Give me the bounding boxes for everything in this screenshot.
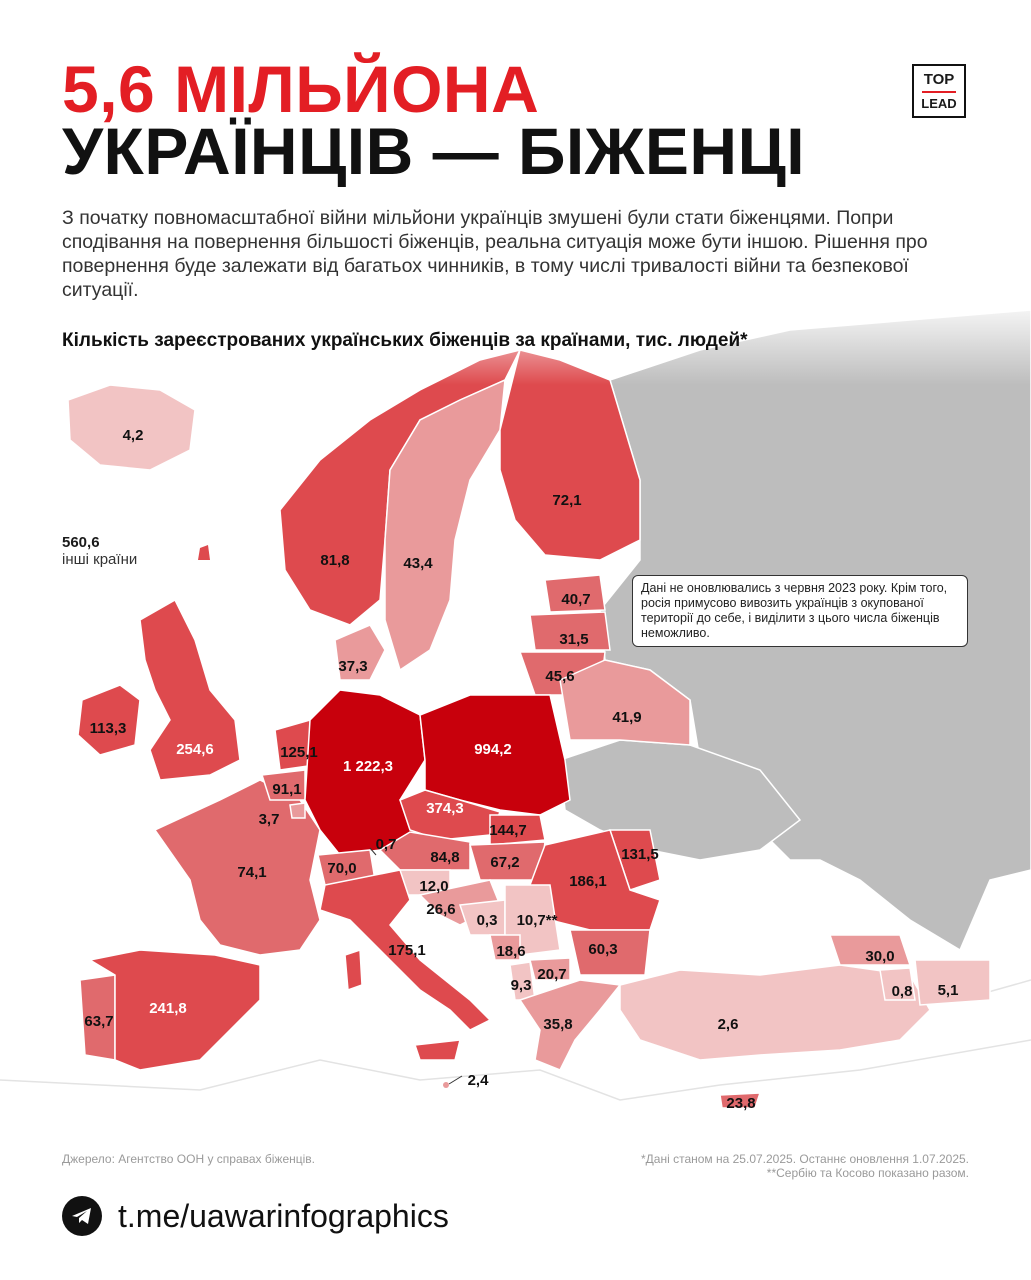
map-labels: 4,2 81,8 43,4 72,1 40,7 31,5 45,6 41,9 3… xyxy=(84,427,958,1112)
other-countries-label: інші країни xyxy=(62,551,138,568)
label-serbia: 10,7** xyxy=(517,912,558,929)
label-austria: 84,8 xyxy=(430,849,459,866)
country-sicily xyxy=(413,1039,461,1061)
label-croatia: 26,6 xyxy=(426,901,455,918)
label-france: 74,1 xyxy=(237,864,266,881)
country-ireland xyxy=(77,684,141,756)
label-bosnia: 0,3 xyxy=(477,912,498,929)
label-bulgaria: 60,3 xyxy=(588,941,617,958)
country-malta xyxy=(443,1082,449,1088)
country-slovakia xyxy=(489,814,546,846)
country-bulgaria xyxy=(569,929,651,976)
country-sweden xyxy=(384,378,506,672)
label-armenia: 0,8 xyxy=(892,983,913,1000)
label-malta: 2,4 xyxy=(468,1072,490,1089)
label-estonia: 40,7 xyxy=(561,591,590,608)
label-romania: 186,1 xyxy=(569,873,607,890)
africa-outline xyxy=(0,1039,1031,1101)
label-georgia: 30,0 xyxy=(865,948,894,965)
label-czechia: 374,3 xyxy=(426,800,464,817)
country-armenia xyxy=(879,967,916,1001)
label-germany: 1 222,3 xyxy=(343,758,393,775)
label-luxembourg: 3,7 xyxy=(259,811,280,828)
label-iceland: 4,2 xyxy=(123,427,144,444)
country-north-macedonia xyxy=(529,957,571,981)
map-heading: Кількість зареєстрованих українських біж… xyxy=(62,330,748,351)
title-line-1: 5,6 МІЛЬЙОНА xyxy=(62,52,540,126)
country-austria xyxy=(378,831,471,871)
label-greece: 35,8 xyxy=(543,1016,572,1033)
country-greece xyxy=(518,979,622,1071)
label-azerbaijan: 5,1 xyxy=(938,982,959,999)
country-latvia xyxy=(529,611,611,651)
label-poland: 994,2 xyxy=(474,741,512,758)
label-spain: 241,8 xyxy=(149,1000,187,1017)
country-estonia xyxy=(544,574,606,613)
telegram-link[interactable]: t.me/uawarinfographics xyxy=(118,1198,449,1234)
source-note: Джерело: Агентство ООН у справах біженці… xyxy=(62,1152,315,1166)
country-uk xyxy=(139,598,241,781)
canary-outline xyxy=(198,545,210,560)
footnote-date: *Дані станом на 25.07.2025. Останнє онов… xyxy=(640,1152,969,1166)
malta-leader xyxy=(448,1075,463,1085)
country-sardinia xyxy=(344,948,363,992)
intro-paragraph: З початку повномасштабної війни мільйони… xyxy=(62,207,928,301)
label-albania: 9,3 xyxy=(511,977,532,994)
telegram-icon xyxy=(62,1196,102,1236)
label-sweden: 43,4 xyxy=(403,555,433,572)
label-liechtenstein: 0,7 xyxy=(376,836,397,853)
russia-note-box: Дані не оновлювались з червня 2023 року.… xyxy=(632,575,968,647)
label-slovakia: 144,7 xyxy=(489,822,527,839)
label-switzerland: 70,0 xyxy=(327,860,356,877)
label-lithuania: 45,6 xyxy=(545,668,574,685)
label-north-macedonia: 20,7 xyxy=(537,966,566,983)
label-moldova: 131,5 xyxy=(621,846,659,863)
country-cyprus xyxy=(719,1092,762,1109)
top-fade xyxy=(0,295,1031,385)
country-georgia xyxy=(828,934,912,966)
label-hungary: 67,2 xyxy=(490,854,519,871)
liechtenstein-leader xyxy=(369,847,377,856)
country-france xyxy=(153,779,321,956)
label-ireland: 113,3 xyxy=(90,720,127,737)
label-turkey: 2,6 xyxy=(718,1016,739,1033)
country-azerbaijan xyxy=(914,959,991,1006)
label-netherlands: 125,1 xyxy=(280,744,318,761)
label-uk: 254,6 xyxy=(176,741,214,758)
country-belarus xyxy=(559,659,691,746)
label-italy: 175,1 xyxy=(388,942,426,959)
label-cyprus: 23,8 xyxy=(726,1095,755,1112)
country-montenegro xyxy=(489,934,521,961)
country-denmark xyxy=(334,624,386,681)
label-slovenia: 12,0 xyxy=(419,878,448,895)
country-iceland xyxy=(67,384,196,471)
footnote-serbia-kosovo: **Сербію та Косово показано разом. xyxy=(766,1166,969,1180)
label-belgium: 91,1 xyxy=(272,781,301,798)
country-italy xyxy=(319,869,492,1031)
logo-text-top: TOP xyxy=(923,71,955,88)
top-lead-logo: TOP LEAD xyxy=(912,64,966,118)
country-spain xyxy=(87,949,261,1071)
country-turkey xyxy=(619,964,931,1061)
logo-text-bottom: LEAD xyxy=(921,96,957,111)
country-luxembourg xyxy=(289,802,306,819)
label-belarus: 41,9 xyxy=(612,709,641,726)
label-portugal: 63,7 xyxy=(84,1013,113,1030)
label-latvia: 31,5 xyxy=(559,631,588,648)
title-line-2: УКРАЇНЦІВ — БІЖЕНЦІ xyxy=(62,114,806,188)
logo-divider xyxy=(922,91,956,93)
label-norway: 81,8 xyxy=(320,552,349,569)
other-countries-value: 560,6 xyxy=(62,534,100,551)
label-montenegro: 18,6 xyxy=(496,943,525,960)
label-finland: 72,1 xyxy=(552,492,581,509)
label-denmark: 37,3 xyxy=(338,658,367,675)
